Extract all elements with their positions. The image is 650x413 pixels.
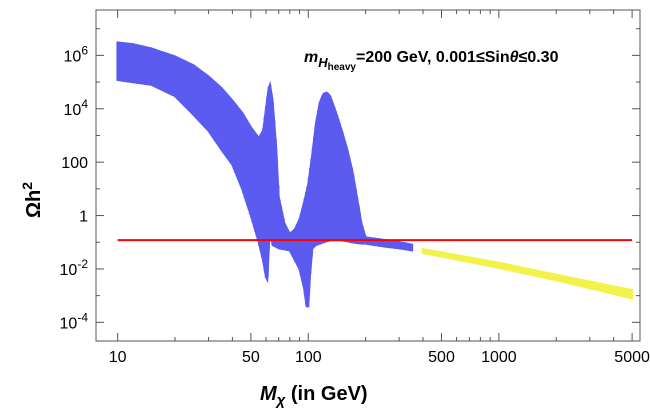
series-blue [116,41,414,308]
x-tick-label: 1000 [481,349,517,366]
y-tick-label: 10-4 [60,310,89,332]
y-tick-label: 1 [79,209,88,226]
plot-frame [95,9,641,342]
y-tick-label: 100 [61,155,88,172]
y-axis-title: Ωh2 [19,182,45,218]
plot-data-layer [116,41,634,308]
x-tick-label: 50 [242,349,260,366]
x-tick-label: 500 [428,349,455,366]
tick-labels: 10 50 100 500 1000 5000 10-4 10-2 1 100 104 106 [60,43,650,366]
y-tick-label: 104 [64,97,89,119]
series-yellow [421,247,634,300]
x-axis-title: Mχ (in GeV) [260,383,368,409]
y-tick-label: 10-2 [60,257,89,279]
x-tick-label: 100 [295,349,322,366]
x-tick-label: 10 [109,349,127,366]
x-tick-label: 5000 [614,349,650,366]
parameter-annotation: mHheavy=200 GeV, 0.001≤Sinθ≤0.30 [304,49,559,73]
y-tick-label: 106 [64,43,89,65]
tick-marks [96,10,640,341]
